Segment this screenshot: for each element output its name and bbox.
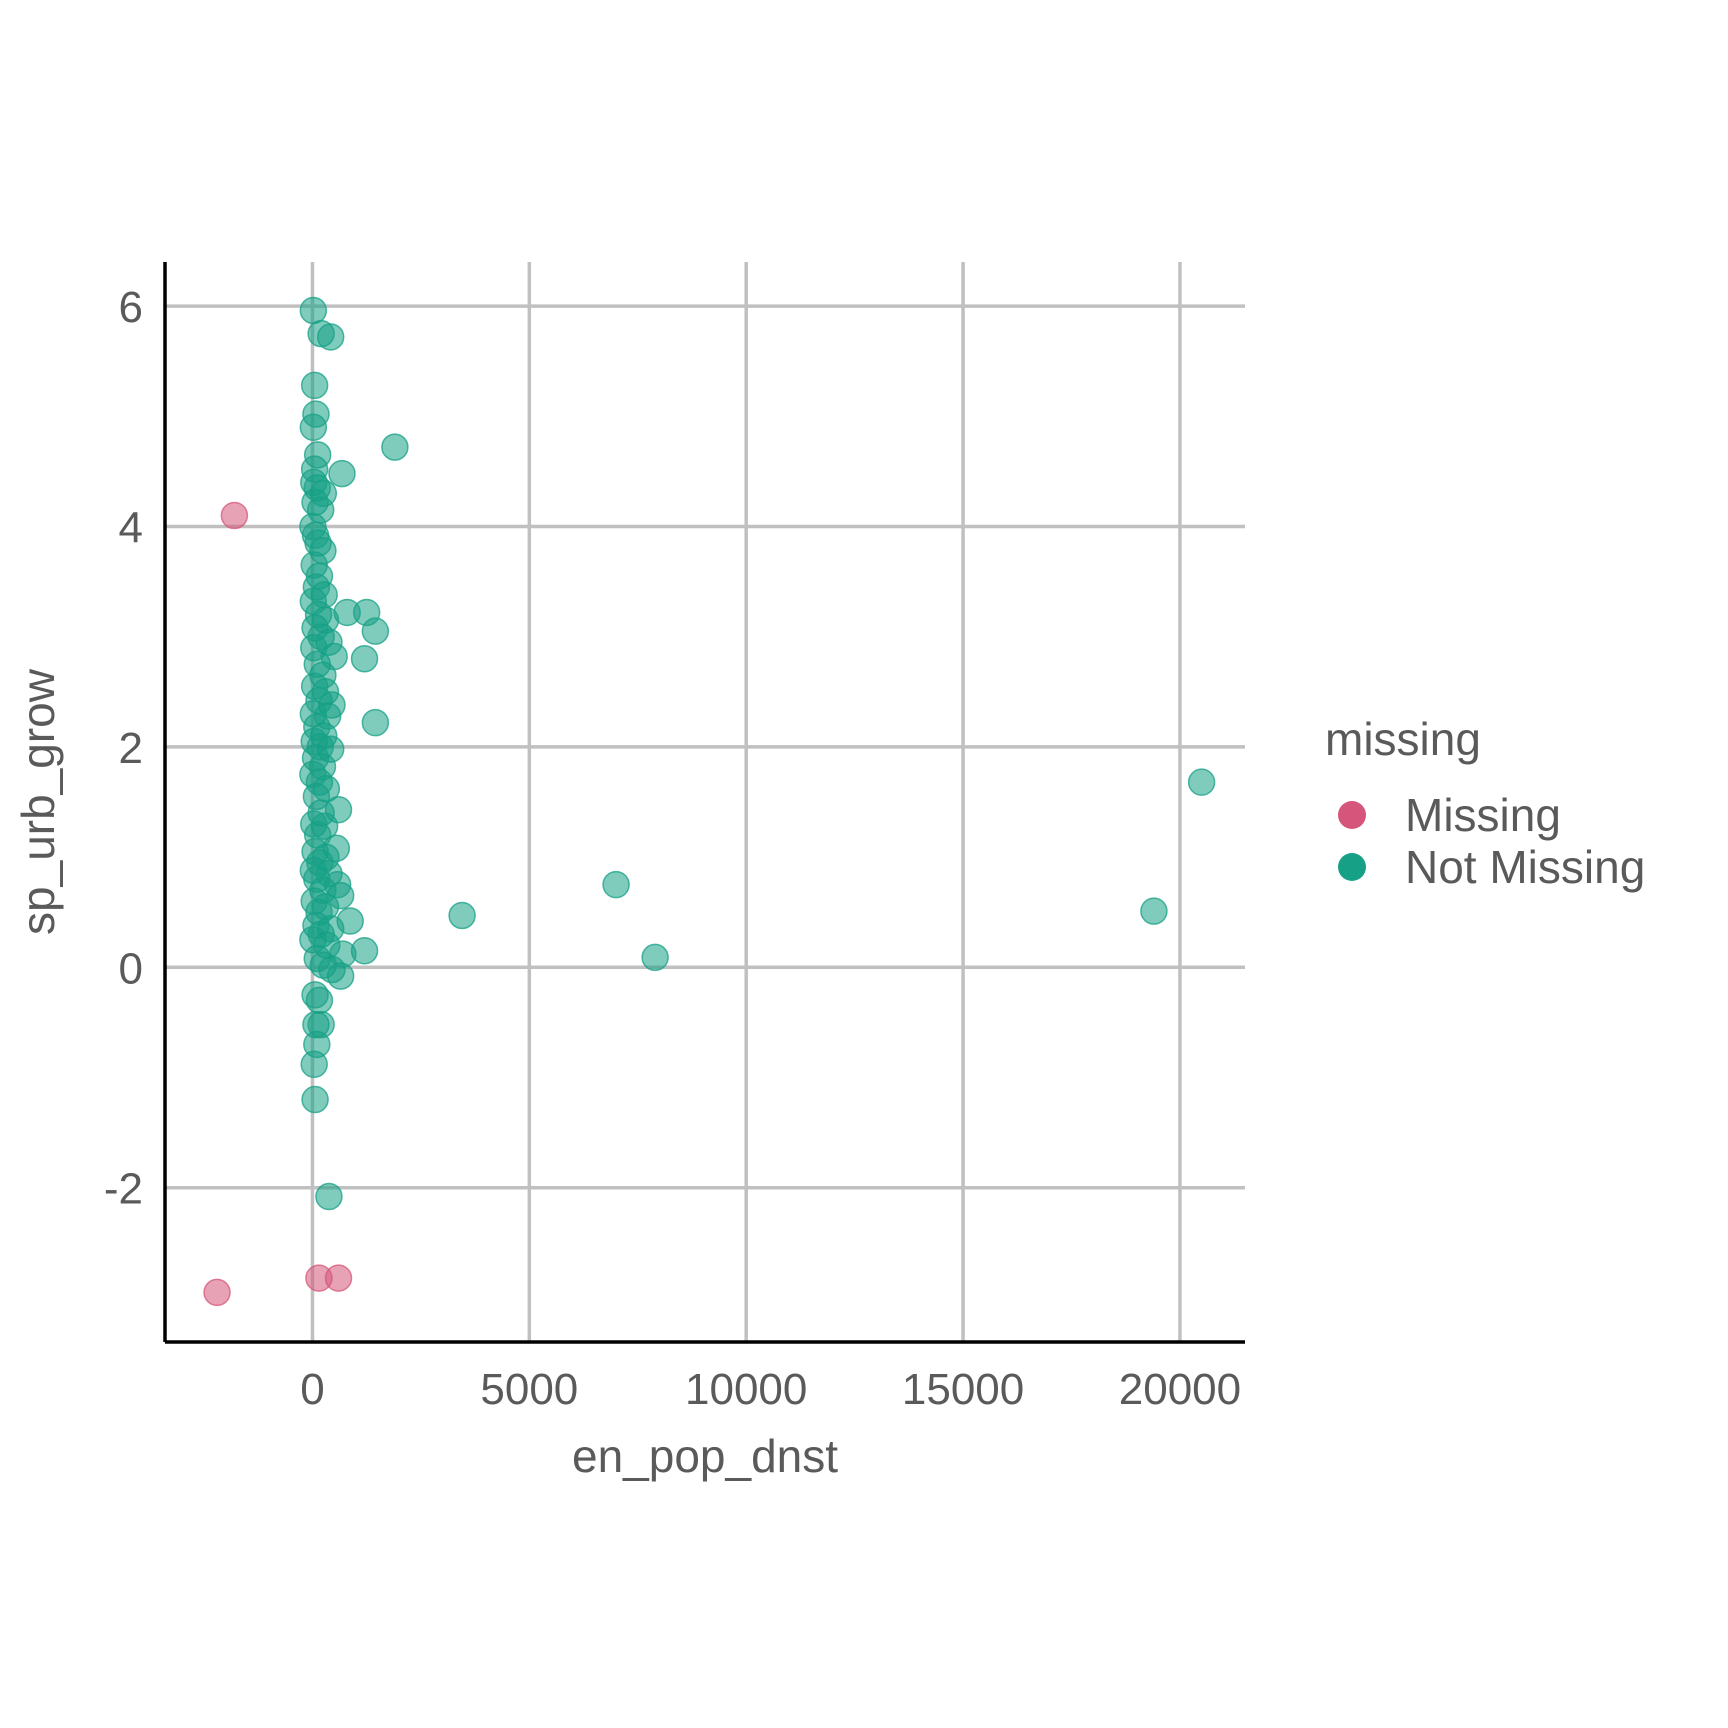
data-points xyxy=(203,296,1216,1307)
x-tick-label: 0 xyxy=(300,1365,324,1414)
point-not-missing xyxy=(299,296,328,325)
point-not-missing xyxy=(316,323,345,351)
point-not-missing xyxy=(300,1050,328,1079)
point-not-missing xyxy=(602,870,630,899)
point-not-missing xyxy=(326,962,355,990)
point-missing xyxy=(220,501,249,530)
point-not-missing xyxy=(1187,768,1216,796)
legend-label-0: Missing xyxy=(1405,789,1561,841)
y-axis-title: sp_urb_grow xyxy=(12,668,64,935)
point-not-missing xyxy=(641,943,669,972)
y-axis-ticks: -2 0 2 4 6 xyxy=(104,283,143,1214)
legend-key-0 xyxy=(1338,801,1366,829)
y-tick-label: 0 xyxy=(119,944,143,993)
point-not-missing xyxy=(305,986,334,1015)
x-tick-label: 10000 xyxy=(685,1365,807,1414)
point-not-missing xyxy=(361,708,390,737)
x-axis-title: en_pop_dnst xyxy=(572,1430,838,1482)
x-tick-label: 5000 xyxy=(480,1365,578,1414)
point-missing xyxy=(203,1278,231,1307)
x-tick-label: 15000 xyxy=(902,1365,1024,1414)
point-not-missing xyxy=(328,459,356,488)
point-not-missing xyxy=(299,413,328,442)
point-not-missing xyxy=(350,644,379,673)
legend-title: missing xyxy=(1325,713,1481,765)
point-not-missing xyxy=(361,617,390,645)
y-tick-label: 2 xyxy=(119,724,143,773)
point-not-missing xyxy=(315,1182,343,1211)
legend-label-1: Not Missing xyxy=(1405,841,1645,893)
point-missing xyxy=(324,1264,353,1292)
point-not-missing xyxy=(300,371,329,400)
y-tick-label: -2 xyxy=(104,1165,143,1214)
point-not-missing xyxy=(1140,897,1168,925)
x-tick-label: 20000 xyxy=(1119,1365,1241,1414)
y-tick-label: 6 xyxy=(119,283,143,332)
point-not-missing xyxy=(301,1085,329,1114)
x-axis-ticks: 0 5000 10000 15000 20000 xyxy=(300,1365,1241,1414)
y-tick-label: 4 xyxy=(119,503,143,552)
legend-key-1 xyxy=(1338,853,1366,881)
point-not-missing xyxy=(448,901,476,930)
point-not-missing xyxy=(381,433,409,461)
